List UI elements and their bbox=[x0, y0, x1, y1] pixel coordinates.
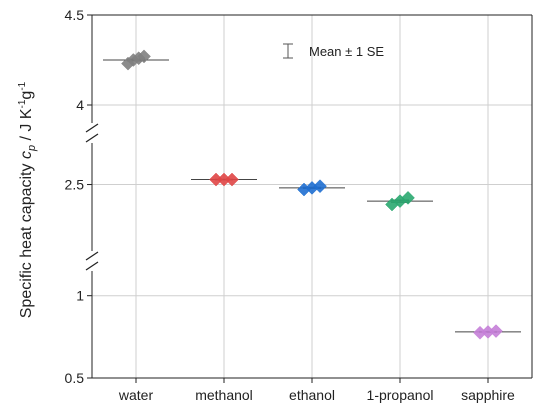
x-tick-label: sapphire bbox=[461, 387, 515, 403]
x-tick-label: water bbox=[118, 387, 154, 403]
legend: Mean ± 1 SE bbox=[283, 43, 384, 59]
x-tick-label: methanol bbox=[195, 387, 253, 403]
data-point bbox=[313, 179, 327, 194]
y-axis-label-subscript: p bbox=[26, 145, 38, 152]
axis-break-mark bbox=[85, 261, 99, 271]
y-axis-label: Specific heat capacity cp / J K-1g-1 bbox=[17, 81, 38, 318]
y-tick-label: 4 bbox=[76, 97, 84, 113]
data-points bbox=[121, 49, 503, 340]
x-tick-label: ethanol bbox=[289, 387, 335, 403]
category-labels: water methanol ethanol 1-propanol sapphire bbox=[118, 387, 515, 403]
axis-break-mark bbox=[85, 133, 99, 143]
data-point bbox=[225, 172, 239, 187]
y-tick-label: 4.5 bbox=[65, 7, 85, 23]
y-tick-label: 0.5 bbox=[65, 370, 85, 386]
y-axis-label-exp2: -1 bbox=[17, 81, 28, 90]
data-point bbox=[489, 324, 503, 338]
y-axis-label-exp1: -1 bbox=[17, 99, 28, 108]
y-axis-label-unit: / J K bbox=[18, 108, 35, 145]
legend-label: Mean ± 1 SE bbox=[309, 44, 384, 59]
y-axis-label-prefix: Specific heat capacity bbox=[18, 159, 35, 318]
y-axis-label-unit-g: g bbox=[18, 91, 35, 100]
data-point bbox=[401, 190, 415, 205]
axis-break-mark bbox=[85, 251, 99, 261]
data-point bbox=[137, 49, 151, 64]
y-axis-label-symbol: c bbox=[18, 151, 35, 159]
x-tick-label: 1-propanol bbox=[367, 387, 434, 403]
tick-labels: 4 4.5 2.5 0.5 1 bbox=[65, 7, 85, 386]
grid-lines bbox=[92, 14, 532, 379]
axes bbox=[85, 14, 533, 383]
axis-break-mark bbox=[85, 123, 99, 133]
y-tick-label: 2.5 bbox=[65, 177, 85, 193]
y-tick-label: 1 bbox=[76, 288, 84, 304]
